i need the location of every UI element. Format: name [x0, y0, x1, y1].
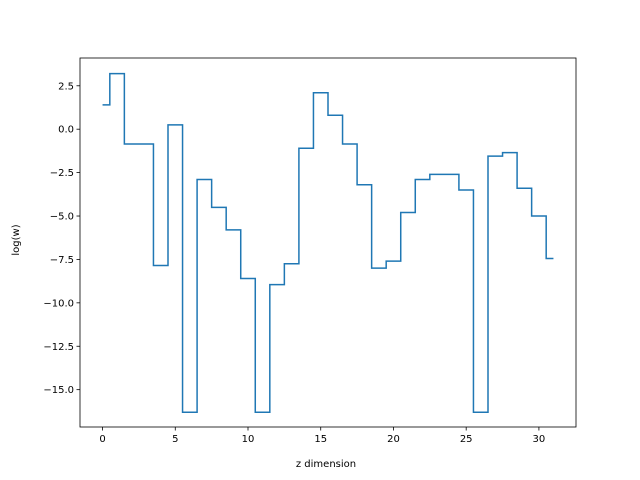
data-point	[290, 262, 293, 265]
data-point	[305, 147, 308, 150]
data-point	[392, 260, 395, 263]
data-point	[232, 228, 235, 231]
data-point	[479, 411, 482, 414]
y-tick-label: 0.0	[58, 125, 74, 136]
data-point	[203, 178, 206, 181]
x-axis: 0 5 10 15 20 25 30	[99, 427, 545, 445]
x-tick-label: 10	[242, 434, 255, 445]
data-point	[174, 123, 177, 126]
data-point	[101, 103, 104, 106]
data-point	[377, 267, 380, 270]
plot-area	[79, 57, 577, 428]
data-point	[537, 214, 540, 217]
data-point	[334, 114, 337, 117]
data-point	[188, 411, 191, 414]
y-tick-label: −5.0	[50, 212, 74, 223]
data-point	[159, 264, 162, 267]
x-tick-label: 0	[99, 434, 105, 445]
y-tick-label: −12.5	[43, 342, 74, 353]
y-tick-label: 2.5	[58, 81, 74, 92]
data-point	[508, 151, 511, 154]
y-tick-label: −10.0	[43, 298, 74, 309]
data-point	[319, 91, 322, 94]
data-point	[145, 142, 148, 145]
x-tick-label: 20	[387, 434, 400, 445]
y-axis-label: log(w)	[11, 224, 22, 255]
series-line-0	[102, 72, 554, 413]
data-point	[465, 188, 468, 191]
axes-frame	[79, 57, 577, 428]
data-point	[275, 283, 278, 286]
y-tick-label: −7.5	[50, 255, 74, 266]
data-point	[450, 173, 453, 176]
x-tick-label: 30	[533, 434, 546, 445]
data-point	[552, 257, 555, 260]
y-tick-label: −2.5	[50, 168, 74, 179]
data-point	[435, 173, 438, 176]
data-point	[115, 72, 118, 75]
x-axis-label: z dimension	[296, 459, 356, 470]
y-axis: 2.5 0.0 −2.5 −5.0 −7.5 −10.0 −12.5 −15.0	[43, 81, 80, 396]
x-tick-label: 25	[460, 434, 473, 445]
data-point	[261, 411, 264, 414]
y-tick-label: −15.0	[43, 385, 74, 396]
data-point	[130, 142, 133, 145]
data-point	[494, 155, 497, 158]
data-point	[421, 178, 424, 181]
x-tick-label: 15	[314, 434, 327, 445]
data-point	[523, 187, 526, 190]
data-point	[246, 277, 249, 280]
data-point	[363, 183, 366, 186]
x-tick-label: 5	[172, 434, 178, 445]
data-point	[348, 142, 351, 145]
data-point	[406, 211, 409, 214]
data-point	[217, 206, 220, 209]
